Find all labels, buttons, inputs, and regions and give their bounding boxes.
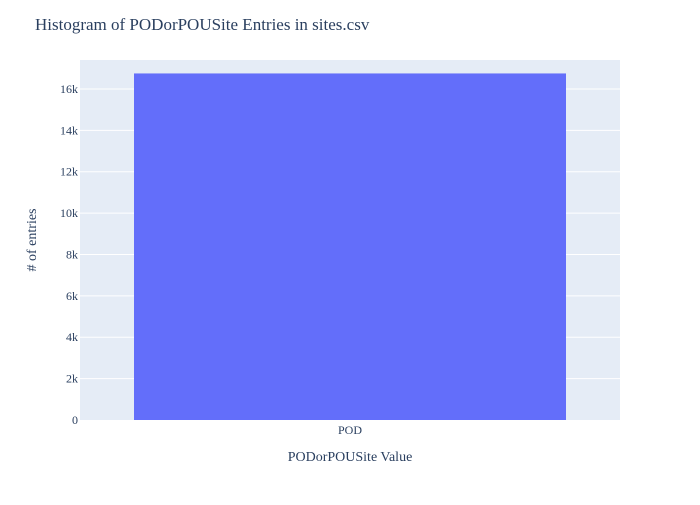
y-tick-label: 16k (60, 82, 78, 96)
y-axis-title: # of entries (25, 209, 40, 272)
y-tick-label: 2k (66, 372, 78, 386)
chart-title: Histogram of PODorPOUSite Entries in sit… (35, 15, 370, 34)
y-tick-label: 14k (60, 123, 78, 137)
y-axis-ticks: 0 2k 4k 6k 8k 10k 12k 14k 16k (60, 82, 78, 427)
y-tick-label: 8k (66, 247, 78, 261)
x-axis-ticks: POD (338, 423, 362, 437)
x-tick-label: POD (338, 423, 362, 437)
bars (134, 73, 566, 420)
y-tick-label: 4k (66, 330, 78, 344)
y-tick-label: 6k (66, 289, 78, 303)
y-tick-label: 12k (60, 165, 78, 179)
y-tick-label: 10k (60, 206, 78, 220)
bar-pod (134, 73, 566, 420)
y-tick-label: 0 (72, 413, 78, 427)
x-axis-title: PODorPOUSite Value (288, 450, 413, 465)
